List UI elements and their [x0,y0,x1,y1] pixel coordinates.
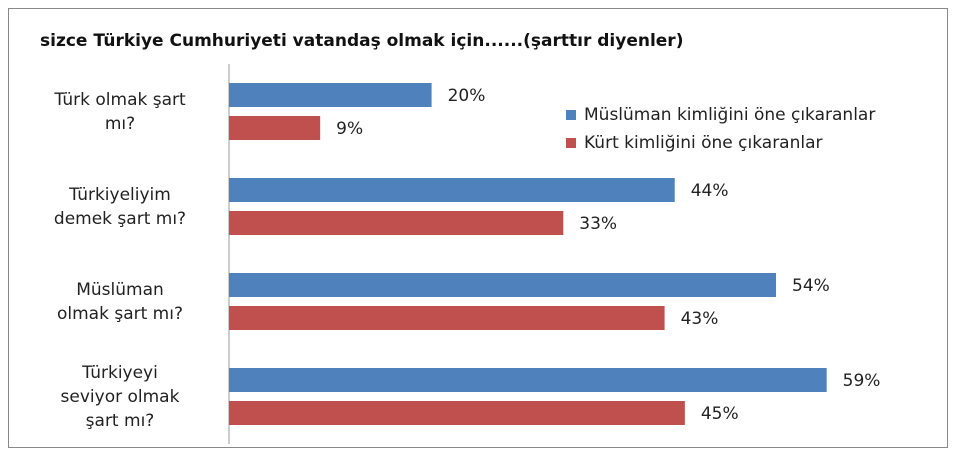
value-label: 33% [579,214,617,234]
bar [229,116,321,140]
value-label: 59% [843,371,881,391]
value-label: 45% [701,404,739,424]
category-label: Türkiyeliyim demek şart mı? [53,184,187,229]
value-label: 9% [336,119,363,139]
bar [229,368,827,392]
bar [229,178,675,202]
category-label: Türkiyeyi seviyor olmak şart mı? [60,362,180,431]
legend-label: Müslüman kimliğini öne çıkaranlar [584,105,875,125]
chart-frame [8,8,948,448]
bar [229,211,564,235]
chart-title: sizce Türkiye Cumhuriyeti vatandaş olmak… [40,31,684,51]
legend-swatch [566,138,576,148]
value-label: 44% [691,181,729,201]
value-label: 43% [681,309,719,329]
legend-swatch [566,110,576,120]
bar [229,83,432,107]
value-label: 54% [792,276,830,296]
bar [229,273,777,297]
bar [229,306,665,330]
category-label: Türk olmak şart mı? [54,89,186,134]
value-label: 20% [448,86,486,106]
bar [229,401,685,425]
legend-label: Kürt kimliğini öne çıkaranlar [584,133,823,153]
category-label: Müslüman olmak şart mı? [57,279,183,324]
